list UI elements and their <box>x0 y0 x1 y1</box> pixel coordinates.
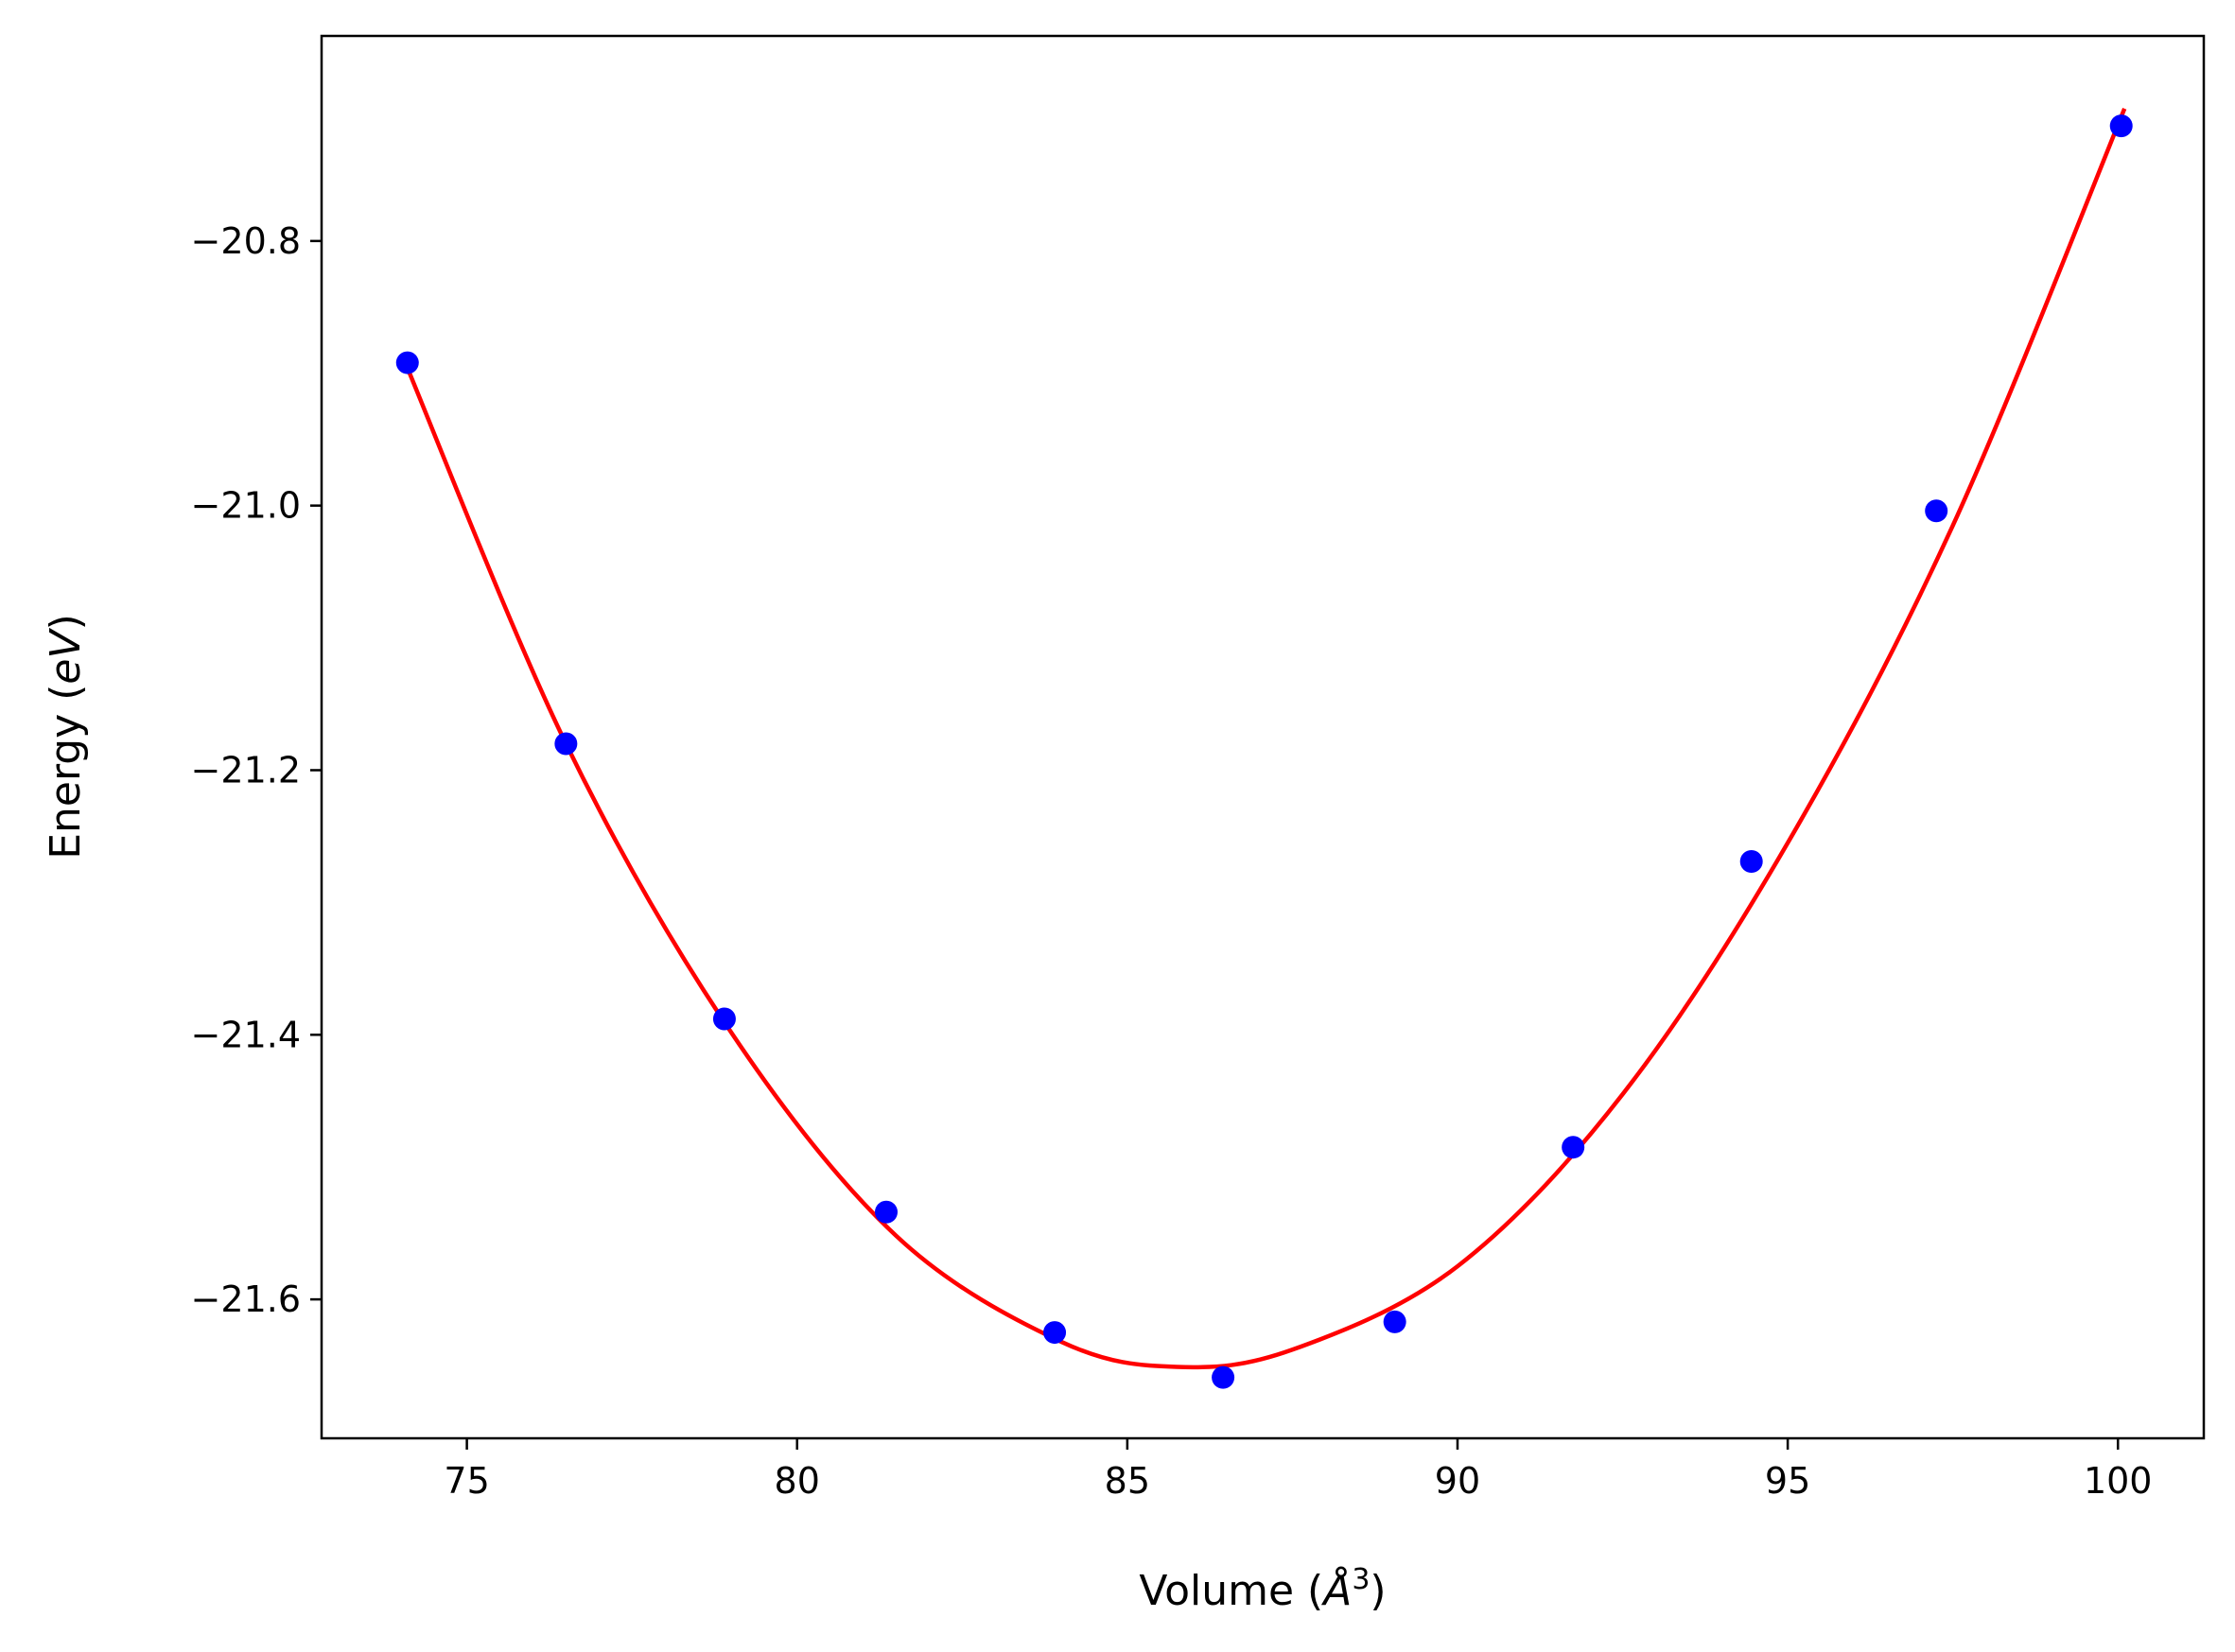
data-point <box>712 1007 736 1031</box>
data-point <box>554 732 578 756</box>
x-axis: 75 80 85 90 95 100 <box>444 1438 2152 1502</box>
x-tick-label: 80 <box>775 1460 820 1502</box>
plot-frame <box>320 34 2206 1440</box>
data-point <box>1043 1321 1067 1345</box>
x-axis-label: Volume (Å3) <box>1139 1563 1386 1616</box>
fit-line-layer <box>402 108 2127 1370</box>
data-point <box>875 1200 898 1224</box>
y-axis-label: Energy (eV) <box>42 614 90 860</box>
y-tick-label: −21.4 <box>191 1014 301 1055</box>
y-tick-label: −20.8 <box>191 220 301 262</box>
y-axis: −20.8 −21.0 −21.2 −21.4 −21.6 <box>191 220 322 1320</box>
plot-background <box>322 36 2204 1438</box>
data-points-layer <box>395 114 2133 1389</box>
data-point <box>1925 499 1948 523</box>
data-point <box>1383 1310 1406 1333</box>
data-point <box>1562 1136 1585 1159</box>
data-point <box>1212 1365 1235 1389</box>
fit-curve <box>402 108 2127 1370</box>
y-tick-label: −21.0 <box>191 485 301 527</box>
data-point <box>1739 850 1763 874</box>
x-tick-label: 85 <box>1105 1460 1150 1502</box>
x-tick-label: 90 <box>1435 1460 1480 1502</box>
data-point <box>2109 114 2133 138</box>
x-tick-label: 95 <box>1765 1460 1810 1502</box>
x-tick-label: 100 <box>2084 1460 2153 1502</box>
y-tick-label: −21.2 <box>191 749 301 791</box>
y-tick-label: −21.6 <box>191 1278 301 1320</box>
data-point <box>395 351 419 374</box>
x-tick-label: 75 <box>444 1460 489 1502</box>
